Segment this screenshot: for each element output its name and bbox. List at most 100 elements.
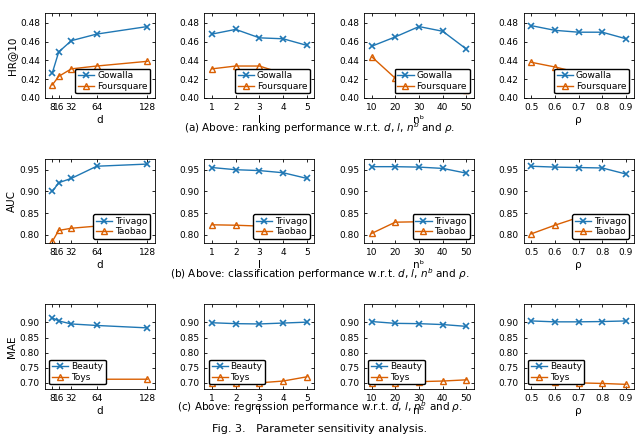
Legend: Beauty, Toys: Beauty, Toys xyxy=(209,359,265,384)
Trivago xyxy=(49,189,56,194)
Gowalla xyxy=(303,42,310,48)
Gowalla xyxy=(415,24,423,29)
Taobao xyxy=(93,224,100,229)
Taobao xyxy=(575,215,582,220)
Line: Beauty: Beauty xyxy=(209,319,310,327)
Beauty xyxy=(255,321,263,327)
Line: Gowalla: Gowalla xyxy=(50,24,150,76)
Foursquare xyxy=(415,74,423,79)
Line: Beauty: Beauty xyxy=(529,318,628,325)
X-axis label: d: d xyxy=(97,405,103,416)
Line: Taobao: Taobao xyxy=(529,215,628,236)
Foursquare xyxy=(527,59,535,65)
X-axis label: d: d xyxy=(97,260,103,270)
Gowalla xyxy=(143,24,151,29)
Gowalla xyxy=(598,30,606,35)
Gowalla xyxy=(368,44,376,49)
X-axis label: l: l xyxy=(258,405,261,416)
Trivago xyxy=(255,168,263,173)
Foursquare xyxy=(232,63,239,69)
Beauty xyxy=(232,321,239,326)
Beauty xyxy=(439,322,447,327)
X-axis label: ρ: ρ xyxy=(575,114,582,125)
X-axis label: l: l xyxy=(258,114,261,125)
Legend: Gowalla, Foursquare: Gowalla, Foursquare xyxy=(395,69,470,93)
Taobao xyxy=(463,221,470,226)
Taobao xyxy=(68,226,76,231)
Beauty xyxy=(575,319,582,325)
Trivago xyxy=(68,176,76,181)
Gowalla xyxy=(527,23,535,28)
Text: (c) Above: regression performance w.r.t. $d$, $l$, $n^b$ and $\rho$.: (c) Above: regression performance w.r.t.… xyxy=(177,399,463,415)
Foursquare xyxy=(551,64,559,70)
Toys xyxy=(208,380,216,385)
Beauty xyxy=(279,320,287,326)
Toys xyxy=(232,380,239,385)
Beauty xyxy=(415,321,423,326)
Toys xyxy=(439,378,447,384)
Beauty xyxy=(598,319,606,324)
Trivago xyxy=(463,170,470,176)
Foursquare xyxy=(439,81,447,87)
Foursquare xyxy=(598,73,606,78)
Gowalla xyxy=(392,34,399,40)
Taobao xyxy=(439,220,447,226)
Trivago xyxy=(143,161,151,167)
Gowalla xyxy=(55,49,63,55)
Gowalla xyxy=(463,46,470,52)
Beauty xyxy=(622,318,630,324)
Taobao xyxy=(415,219,423,224)
Trivago xyxy=(392,164,399,169)
Trivago xyxy=(279,170,287,175)
Line: Trivago: Trivago xyxy=(529,164,628,177)
Taobao xyxy=(527,231,535,236)
Foursquare xyxy=(143,59,151,64)
Line: Foursquare: Foursquare xyxy=(209,63,310,82)
Taobao xyxy=(392,219,399,225)
Text: (b) Above: classification performance w.r.t. $d$, $l$, $n^b$ and $\rho$.: (b) Above: classification performance w.… xyxy=(170,266,470,282)
Taobao xyxy=(143,215,151,220)
Trivago xyxy=(368,164,376,169)
Gowalla xyxy=(551,28,559,33)
Line: Trivago: Trivago xyxy=(369,164,469,176)
Taobao xyxy=(208,222,216,228)
Toys xyxy=(622,382,630,387)
Gowalla xyxy=(439,29,447,34)
Beauty xyxy=(368,319,376,324)
Legend: Trivago, Taobao: Trivago, Taobao xyxy=(413,214,470,239)
Legend: Trivago, Taobao: Trivago, Taobao xyxy=(572,214,629,239)
Taobao xyxy=(232,223,239,228)
Toys xyxy=(415,379,423,384)
Beauty xyxy=(68,321,76,327)
Toys xyxy=(527,377,535,383)
Foursquare xyxy=(68,66,76,72)
Legend: Beauty, Toys: Beauty, Toys xyxy=(369,359,425,384)
Line: Gowalla: Gowalla xyxy=(369,24,469,52)
Gowalla xyxy=(575,30,582,35)
Trivago xyxy=(622,171,630,177)
Line: Taobao: Taobao xyxy=(50,215,150,244)
Foursquare xyxy=(622,84,630,89)
Line: Taobao: Taobao xyxy=(209,222,310,236)
Trivago xyxy=(598,165,606,171)
Foursquare xyxy=(575,70,582,75)
Taobao xyxy=(55,228,63,233)
Toys xyxy=(279,378,287,384)
Gowalla xyxy=(232,27,239,32)
Taobao xyxy=(598,217,606,223)
Beauty xyxy=(527,318,535,324)
Line: Taobao: Taobao xyxy=(369,219,469,236)
Trivago xyxy=(232,167,239,173)
Toys xyxy=(392,380,399,385)
Toys xyxy=(575,380,582,385)
Y-axis label: HR@10: HR@10 xyxy=(7,37,17,75)
Foursquare xyxy=(392,76,399,81)
Toys xyxy=(55,373,63,379)
X-axis label: nᵇ: nᵇ xyxy=(413,405,424,416)
Text: (a) Above: ranking performance w.r.t. $d$, $l$, $n^b$ and $\rho$.: (a) Above: ranking performance w.r.t. $d… xyxy=(184,121,456,136)
Beauty xyxy=(303,320,310,325)
Beauty xyxy=(55,318,63,324)
Line: Beauty: Beauty xyxy=(50,315,150,331)
Text: Fig. 3.   Parameter sensitivity analysis.: Fig. 3. Parameter sensitivity analysis. xyxy=(212,424,428,434)
Foursquare xyxy=(55,74,63,79)
